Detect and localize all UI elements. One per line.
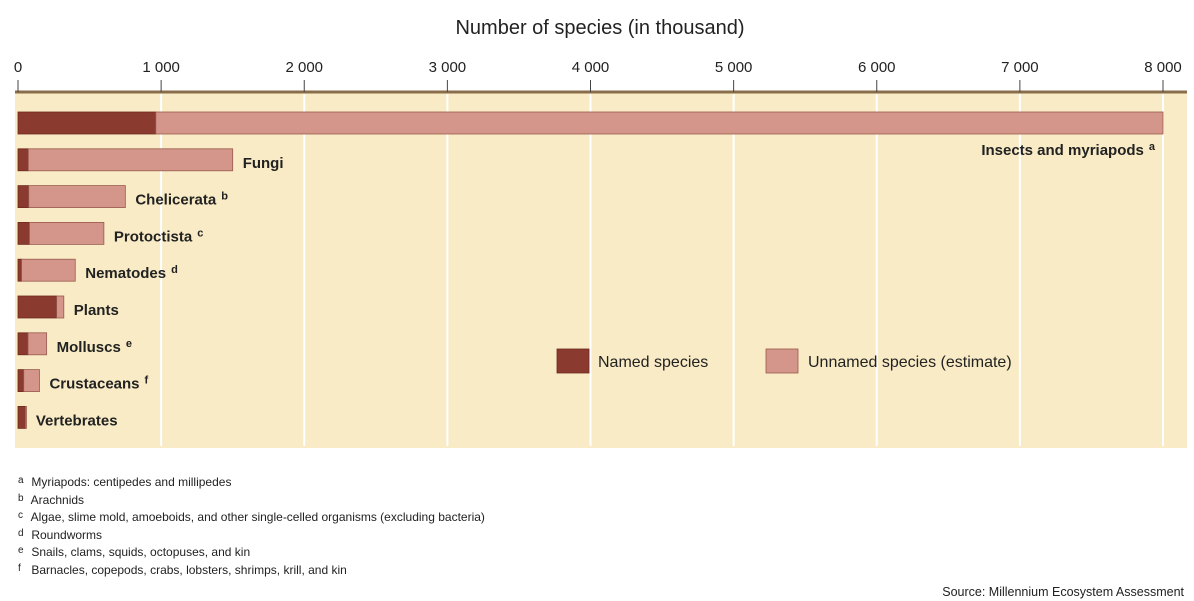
footnote-text: Barnacles, copepods, crabs, lobsters, sh… bbox=[28, 562, 347, 577]
footnote: e Snails, clams, squids, octopuses, and … bbox=[18, 543, 485, 561]
footnotes: a Myriapods: centipedes and millipedes b … bbox=[18, 473, 485, 578]
bar-named-species bbox=[17, 148, 29, 172]
footnote: b Arachnids bbox=[18, 491, 485, 509]
x-tick-label: 5 000 bbox=[715, 59, 753, 76]
footnote-letter: e bbox=[18, 545, 24, 556]
bar-named-species bbox=[17, 369, 25, 393]
footnote-letter: b bbox=[18, 492, 24, 504]
bar-unnamed-species bbox=[29, 221, 105, 245]
category-label: Fungi bbox=[243, 155, 284, 172]
bar-named-species bbox=[17, 111, 157, 135]
footnote: d Roundworms bbox=[18, 526, 485, 544]
footnote-text: Myriapods: centipedes and millipedes bbox=[28, 475, 232, 489]
chart-title: Number of species (in thousand) bbox=[455, 17, 744, 39]
bar-named-species bbox=[17, 405, 26, 429]
bar-named-species bbox=[17, 221, 30, 245]
x-tick-label: 6 000 bbox=[858, 59, 896, 76]
bar-named-species bbox=[17, 258, 22, 282]
bar-named-species bbox=[17, 185, 30, 209]
footnote-letter: f bbox=[18, 562, 21, 574]
footnote-letter: d bbox=[18, 527, 24, 539]
legend: Named species Unnamed species (estimate) bbox=[556, 348, 1012, 374]
category-label: Crustaceans f bbox=[49, 375, 148, 393]
footnote-text: Arachnids bbox=[28, 492, 85, 507]
footnote-letter: c bbox=[18, 510, 23, 521]
bar-unnamed-species bbox=[23, 369, 40, 393]
x-tick-label: 8 000 bbox=[1144, 59, 1182, 76]
category-label: Insects and myriapods a bbox=[981, 141, 1156, 159]
x-tick-label: 3 000 bbox=[429, 59, 467, 76]
category-label: Molluscs e bbox=[57, 338, 132, 356]
category-label: Protoctista c bbox=[114, 227, 203, 245]
legend-label-unnamed: Unnamed species (estimate) bbox=[808, 354, 1012, 371]
x-tick-label: 0 bbox=[14, 59, 22, 76]
category-label: Nematodes d bbox=[85, 264, 178, 282]
x-tick-label: 4 000 bbox=[572, 59, 610, 76]
footnote: c Algae, slime mold, amoeboids, and othe… bbox=[18, 508, 485, 526]
category-label: Chelicerata b bbox=[135, 191, 228, 209]
legend-label-named: Named species bbox=[598, 354, 708, 371]
bar-unnamed-species bbox=[27, 332, 48, 356]
x-tick-label: 1 000 bbox=[142, 59, 180, 76]
category-label: Vertebrates bbox=[36, 412, 118, 429]
legend-swatch-named bbox=[556, 348, 590, 374]
footnote: f Barnacles, copepods, crabs, lobsters, … bbox=[18, 561, 485, 579]
bar-unnamed-species bbox=[27, 148, 234, 172]
bar-unnamed-species bbox=[28, 185, 126, 209]
x-tick-label: 2 000 bbox=[285, 59, 323, 76]
footnote: a Myriapods: centipedes and millipedes bbox=[18, 473, 485, 491]
footnote-letter: a bbox=[18, 475, 24, 486]
bar-named-species bbox=[17, 295, 58, 319]
bar-unnamed-species bbox=[21, 258, 76, 282]
x-tick-label: 7 000 bbox=[1001, 59, 1039, 76]
source-note: Source: Millennium Ecosystem Assessment bbox=[942, 585, 1184, 599]
bar-named-species bbox=[17, 332, 29, 356]
footnote-text: Roundworms bbox=[28, 527, 103, 542]
legend-swatch-unnamed bbox=[765, 348, 799, 374]
bar-unnamed-species bbox=[155, 111, 1164, 135]
footnote-text: Algae, slime mold, amoeboids, and other … bbox=[28, 510, 485, 524]
footnote-text: Snails, clams, squids, octopuses, and ki… bbox=[28, 545, 251, 559]
category-label: Plants bbox=[74, 302, 119, 319]
bar-unnamed-species bbox=[56, 295, 65, 319]
bar-unnamed-species bbox=[25, 405, 27, 429]
